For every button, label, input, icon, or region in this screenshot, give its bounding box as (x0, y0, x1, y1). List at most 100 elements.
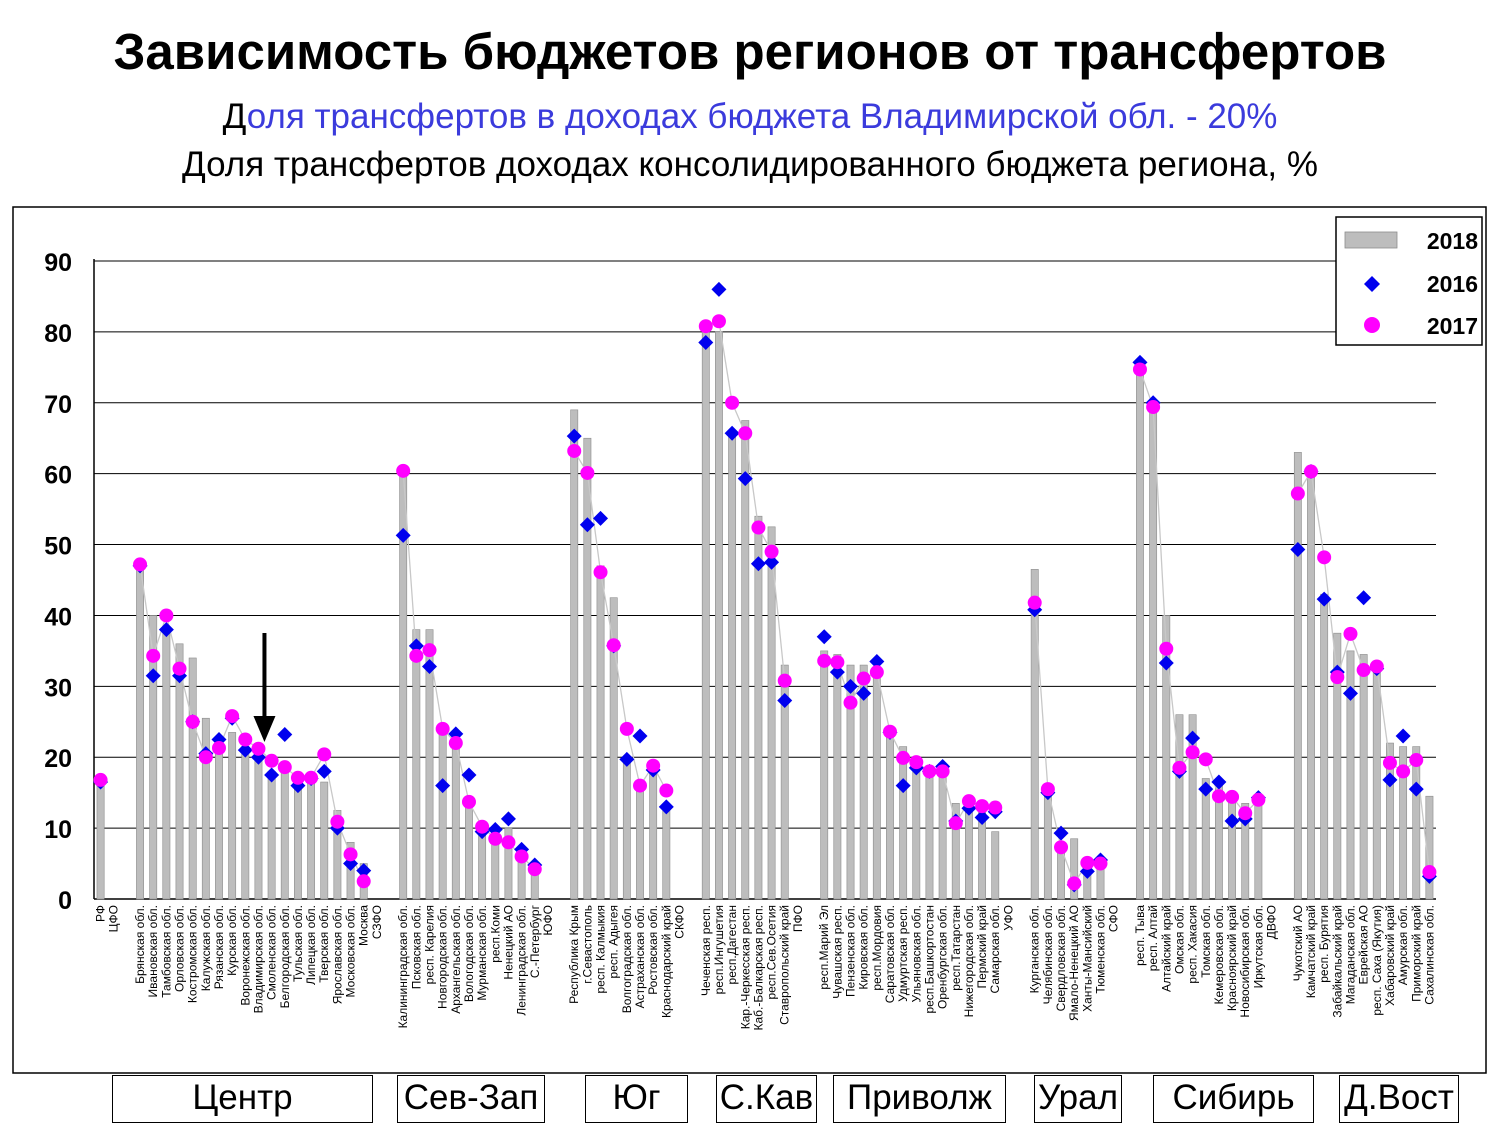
marker-2017 (211, 741, 226, 756)
category-label: Калининградская обл. (396, 905, 410, 1028)
bar-2018 (188, 657, 197, 900)
marker-2017 (1198, 752, 1213, 767)
region-label-volga: Приволж (833, 1075, 1006, 1123)
bar-2018 (1399, 746, 1408, 900)
marker-2017 (1185, 745, 1200, 760)
marker-2017 (869, 665, 884, 680)
bar-2018 (1201, 778, 1210, 900)
bar-2018 (412, 629, 421, 900)
category-label: Ярославская обл. (330, 905, 344, 1004)
category-label: Тамбовская обл. (159, 905, 173, 998)
category-label: Костромская обл. (186, 905, 200, 1003)
marker-2017 (698, 319, 713, 334)
marker-2017 (909, 755, 924, 770)
bar-2018 (1425, 795, 1434, 900)
category-label: Вологодская обл. (462, 905, 476, 1002)
marker-2017 (93, 772, 108, 787)
marker-2016 (316, 763, 332, 779)
marker-2017 (133, 557, 148, 572)
subtitle-first-letter: Д (222, 97, 247, 136)
bar-2018 (1043, 792, 1052, 900)
bar-2018 (938, 767, 947, 900)
marker-2016 (856, 685, 872, 701)
marker-2016 (356, 863, 372, 879)
category-label: Мурманская обл. (475, 905, 489, 1001)
marker-2017 (1238, 806, 1253, 821)
marker-2017 (1422, 865, 1437, 880)
marker-2017 (422, 643, 437, 658)
category-label: Кемеровская обл. (1212, 905, 1226, 1005)
marker-2017 (1027, 595, 1042, 610)
bar-2018 (241, 746, 250, 900)
marker-2016 (395, 527, 411, 543)
bar-2018 (175, 643, 184, 900)
marker-2017 (317, 747, 332, 762)
marker-2016 (1382, 772, 1398, 788)
marker-2017 (159, 608, 174, 623)
bar-2018 (465, 806, 473, 900)
category-label: Амурская обл. (1396, 905, 1410, 985)
category-label: Свердловская обл. (1054, 905, 1068, 1011)
marker-2017 (527, 862, 542, 877)
category-label: респ.Башкортостан (922, 905, 936, 1014)
marker-2017 (251, 741, 266, 756)
category-label: Каб.-Балкарская респ. (751, 905, 765, 1030)
category-label: Тверская обл. (317, 905, 331, 983)
category-label: респ.Татарстан (949, 905, 963, 991)
category-label: Забайкальский край (1330, 905, 1344, 1018)
marker-2017 (330, 814, 345, 829)
marker-2017 (172, 661, 187, 676)
bar-2018 (1136, 367, 1144, 900)
marker-2017 (1093, 856, 1108, 871)
category-label: респ. Калмыкия (594, 905, 608, 994)
category-label: Пермский край (975, 905, 989, 989)
marker-2017 (1356, 663, 1371, 678)
bar-2018 (280, 771, 289, 900)
bar-2018 (267, 771, 276, 900)
marker-2016 (974, 809, 990, 825)
bar-2018 (1030, 569, 1039, 900)
category-label: Челябинская обл. (1041, 905, 1055, 1004)
marker-2017 (501, 835, 516, 850)
pointer-arrow-head (253, 716, 276, 742)
marker-2017 (1080, 855, 1095, 870)
bar-2018 (570, 409, 579, 900)
bar-2018 (820, 650, 829, 900)
marker-2016 (1185, 730, 1201, 746)
bar-2018 (294, 785, 302, 900)
marker-2017 (1172, 760, 1187, 775)
bar-2018 (649, 771, 658, 900)
bar-2018 (925, 771, 934, 900)
category-label: Курганская обл. (1028, 905, 1042, 993)
marker-2016 (724, 425, 740, 441)
marker-2017 (514, 849, 529, 864)
y-tick-label: 80 (44, 320, 72, 348)
bar-2018 (662, 806, 671, 900)
bar-2018 (715, 331, 723, 900)
marker-2016 (711, 281, 727, 297)
marker-2016 (829, 664, 845, 680)
marker-2016 (1408, 781, 1424, 797)
category-label: Ямало-Ненецкий АО (1067, 905, 1081, 1021)
marker-2016 (145, 668, 161, 684)
bar-2018 (1254, 799, 1263, 900)
category-label: респ.Сев.Осетия (765, 905, 779, 1000)
bar-2018 (780, 664, 789, 900)
marker-2016 (658, 799, 674, 815)
category-label: Магаданская обл. (1343, 905, 1357, 1004)
marker-2017 (146, 648, 161, 663)
category-label: Ульяновская обл. (909, 905, 923, 1002)
marker-2017 (1159, 641, 1174, 656)
marker-2016 (764, 554, 780, 570)
legend-label: 2018 (1427, 228, 1478, 254)
bar-2018 (201, 717, 210, 900)
marker-2017 (975, 799, 990, 814)
bar-2018 (622, 756, 631, 900)
marker-2017 (764, 544, 779, 559)
category-label: Псковская обл. (409, 905, 423, 989)
bar-2018 (846, 664, 855, 900)
marker-2017 (290, 770, 305, 785)
category-label: Пензенская обл. (844, 905, 858, 997)
marker-2017 (343, 847, 358, 862)
y-tick-label: 90 (44, 249, 72, 277)
